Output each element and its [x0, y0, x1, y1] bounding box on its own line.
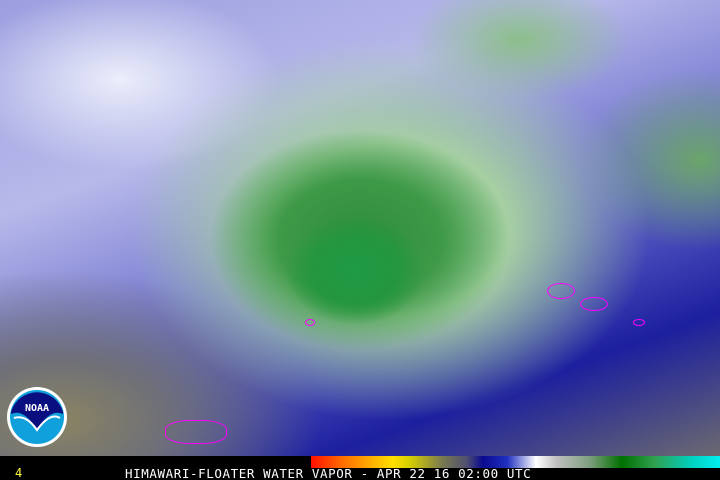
svg-text:NOAA: NOAA	[25, 403, 49, 414]
colorbar	[311, 456, 720, 468]
island-outline	[165, 420, 227, 444]
noaa-logo: NOAA	[7, 387, 67, 447]
satellite-image	[0, 0, 720, 456]
island-outline	[305, 319, 315, 326]
island-outline	[547, 283, 575, 299]
island-outline	[633, 319, 645, 326]
frame-number: 4	[15, 466, 23, 480]
image-caption: HIMAWARI-FLOATER WATER VAPOR - APR 22 16…	[125, 466, 532, 480]
island-outline	[580, 297, 608, 311]
